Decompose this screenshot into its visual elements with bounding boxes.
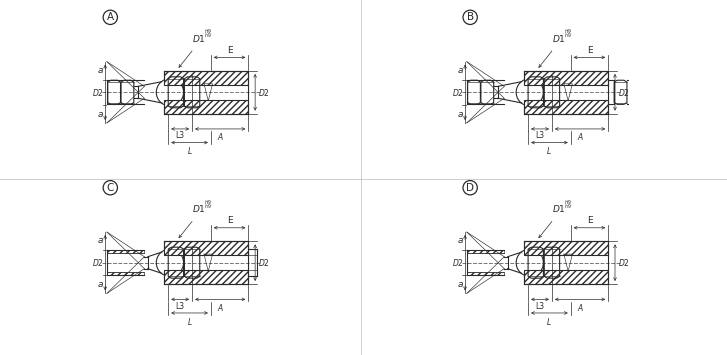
Text: $\it{D}$2: $\it{D}$2: [451, 87, 464, 98]
Bar: [164, 270, 249, 284]
Text: $^{H9}_{h9}$: $^{H9}_{h9}$: [564, 28, 572, 41]
Text: $\it{D}$2: $\it{D}$2: [92, 257, 104, 268]
Bar: [107, 272, 145, 275]
Text: $\it{A}$: $\it{A}$: [217, 131, 224, 142]
Bar: [107, 250, 145, 253]
Text: $^{H9}_{h9}$: $^{H9}_{h9}$: [564, 198, 572, 212]
Text: $\it{a}$: $\it{a}$: [457, 236, 464, 245]
Text: $^{H9}_{h9}$: $^{H9}_{h9}$: [204, 198, 212, 212]
Text: L3: L3: [176, 302, 185, 311]
Text: $\it{a}$: $\it{a}$: [97, 236, 104, 245]
Text: $\it{D}$1: $\it{D}$1: [552, 33, 566, 44]
Text: $\it{D}$2: $\it{D}$2: [451, 257, 464, 268]
Text: $\it{a}$: $\it{a}$: [457, 66, 464, 75]
Text: E: E: [587, 216, 593, 225]
Bar: [467, 272, 505, 275]
Text: $\it{D}$2: $\it{D}$2: [257, 87, 270, 98]
Text: L3: L3: [176, 131, 185, 141]
Text: $\it{L}$: $\it{L}$: [547, 145, 553, 156]
Bar: [524, 100, 608, 114]
Text: C: C: [107, 183, 114, 193]
Text: L3: L3: [536, 302, 545, 311]
Text: B: B: [467, 12, 474, 22]
Text: $\it{a}$: $\it{a}$: [97, 280, 104, 289]
Text: $\it{A}$: $\it{A}$: [577, 131, 584, 142]
Bar: [467, 250, 505, 253]
Text: $\it{D}$2: $\it{D}$2: [617, 87, 630, 98]
Text: $\it{L}$: $\it{L}$: [187, 316, 193, 327]
Text: L3: L3: [536, 131, 545, 141]
Bar: [524, 71, 608, 85]
Bar: [524, 270, 608, 284]
Text: $\it{L}$: $\it{L}$: [547, 316, 553, 327]
Bar: [164, 100, 249, 114]
Text: $\it{D}$1: $\it{D}$1: [552, 203, 566, 214]
Text: $\it{a}$: $\it{a}$: [97, 110, 104, 119]
Text: $\it{a}$: $\it{a}$: [97, 66, 104, 75]
Text: $\it{A}$: $\it{A}$: [577, 302, 584, 313]
Text: $\it{D}$1: $\it{D}$1: [192, 33, 206, 44]
Text: $^{H9}_{h9}$: $^{H9}_{h9}$: [204, 28, 212, 41]
Text: E: E: [227, 46, 233, 55]
Text: $\it{D}$1: $\it{D}$1: [192, 203, 206, 214]
Text: $\it{D}$2: $\it{D}$2: [617, 257, 630, 268]
Text: A: A: [107, 12, 114, 22]
Text: $\it{D}$2: $\it{D}$2: [257, 257, 270, 268]
Text: $\it{a}$: $\it{a}$: [457, 110, 464, 119]
Bar: [164, 241, 249, 255]
Text: D: D: [466, 183, 474, 193]
Text: $\it{D}$2: $\it{D}$2: [92, 87, 104, 98]
Text: $\it{A}$: $\it{A}$: [217, 302, 224, 313]
Bar: [524, 241, 608, 255]
Text: $\it{a}$: $\it{a}$: [457, 280, 464, 289]
Text: E: E: [227, 216, 233, 225]
Text: $\it{L}$: $\it{L}$: [187, 145, 193, 156]
Text: E: E: [587, 46, 593, 55]
Bar: [164, 71, 249, 85]
